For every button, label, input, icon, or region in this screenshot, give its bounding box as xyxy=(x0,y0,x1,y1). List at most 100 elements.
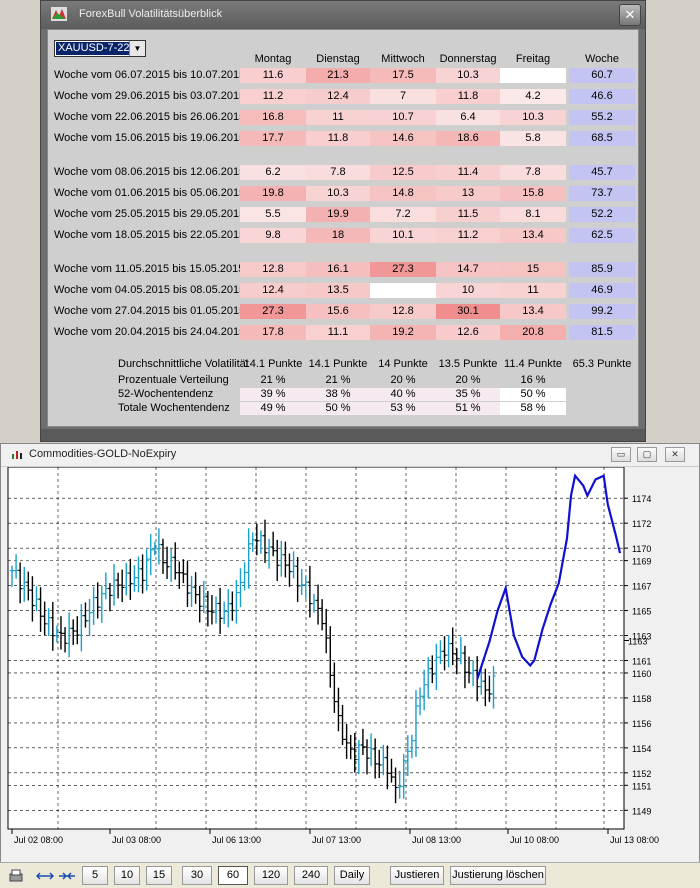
volatility-cell: 16.8 xyxy=(240,110,306,125)
volatility-cell: 10.3 xyxy=(306,186,370,201)
volatility-window: ForexBull Volatilitätsüberblick ✕ XAUUSD… xyxy=(40,0,646,442)
volatility-cell: 19.2 xyxy=(370,325,436,340)
plot-area xyxy=(7,467,625,830)
volatility-cell: 20.8 xyxy=(500,325,566,340)
volatility-cell xyxy=(370,283,436,298)
summary-value: 11.4 Punkte xyxy=(504,358,562,370)
chevron-down-icon[interactable]: ▼ xyxy=(129,41,145,56)
volatility-cell: 12.4 xyxy=(306,89,370,104)
timeframe-button[interactable]: Daily xyxy=(334,866,370,885)
week-row-label: Woche vom 22.06.2015 bis 26.06.2015 xyxy=(54,111,246,123)
volatility-cell: 11.4 xyxy=(436,165,500,180)
app-icon xyxy=(51,7,67,21)
timeframe-button[interactable]: 10 xyxy=(114,866,140,885)
volatility-cell: 12.6 xyxy=(436,325,500,340)
volatility-cell: 13.4 xyxy=(500,228,566,243)
y-tick-label: 1151 xyxy=(632,781,651,791)
close-button[interactable]: ✕ xyxy=(619,4,641,26)
week-row-label: Woche vom 04.05.2015 bis 08.05.2015 xyxy=(54,284,246,296)
week-row-label: Woche vom 06.07.2015 bis 10.07.2015 xyxy=(54,69,246,81)
volatility-cell: 60.7 xyxy=(569,68,635,83)
timeframe-button[interactable]: 120 xyxy=(254,866,288,885)
volatility-title-bar[interactable]: ForexBull Volatilitätsüberblick ✕ xyxy=(41,1,645,29)
timeframe-button[interactable]: 240 xyxy=(294,866,328,885)
chart-title-bar[interactable]: Commodities-GOLD-NoExpiry ▭ ▢ ✕ xyxy=(1,444,699,467)
y-tick-label: 1170 xyxy=(632,544,651,554)
timeframe-button[interactable]: 60 xyxy=(218,866,248,885)
volatility-cell: 11.2 xyxy=(240,89,306,104)
volatility-cell: 11.8 xyxy=(306,131,370,146)
week-row-label: Woche vom 08.06.2015 bis 12.06.2015 xyxy=(54,166,246,178)
summary-value: 50 % xyxy=(500,388,566,401)
volatility-cell: 85.9 xyxy=(569,262,635,277)
minimize-button[interactable]: ▭ xyxy=(611,447,631,462)
volatility-cell: 10.7 xyxy=(370,110,436,125)
volatility-cell: 27.3 xyxy=(240,304,306,319)
summary-value: 14.1 Punkte xyxy=(243,358,303,370)
summary-value: 51 % xyxy=(436,402,500,415)
volatility-cell: 14.8 xyxy=(370,186,436,201)
summary-value: 20 % xyxy=(455,374,481,386)
volatility-cell: 15.6 xyxy=(306,304,370,319)
timeframe-button[interactable]: Justierung löschen xyxy=(450,866,546,885)
zoom-out-icon[interactable] xyxy=(58,869,76,883)
summary-value: 50 % xyxy=(306,402,370,415)
timeframe-button[interactable]: 15 xyxy=(146,866,172,885)
volatility-cell: 12.8 xyxy=(240,262,306,277)
week-row-label: Woche vom 29.06.2015 bis 03.07.2015 xyxy=(54,90,246,102)
volatility-cell: 13.4 xyxy=(500,304,566,319)
volatility-cell: 11.1 xyxy=(306,325,370,340)
volatility-cell: 7.8 xyxy=(500,165,566,180)
summary-label: Totale Wochentendenz xyxy=(118,402,230,414)
volatility-cell: 62.5 xyxy=(569,228,635,243)
volatility-cell: 7 xyxy=(370,89,436,104)
volatility-cell: 7.8 xyxy=(306,165,370,180)
volatility-cell: 46.9 xyxy=(569,283,635,298)
y-tick-label: 1158 xyxy=(632,694,651,704)
forecast-line xyxy=(476,473,622,680)
volatility-cell: 19.8 xyxy=(240,186,306,201)
timeframe-button[interactable]: 5 xyxy=(82,866,108,885)
volatility-window-title: ForexBull Volatilitätsüberblick xyxy=(79,8,223,20)
volatility-cell: 68.5 xyxy=(569,131,635,146)
timeframe-button[interactable]: Justieren xyxy=(390,866,444,885)
y-tick-label: 1163 xyxy=(632,632,651,642)
restore-button[interactable]: ▢ xyxy=(637,447,657,462)
y-tick-label: 1172 xyxy=(632,519,651,529)
week-row-label: Woche vom 11.05.2015 bis 15.05.2015 xyxy=(54,263,245,275)
volatility-cell: 10.3 xyxy=(436,68,500,83)
volatility-cell: 11.2 xyxy=(436,228,500,243)
x-tick-label: Jul 06 13:00 xyxy=(212,835,261,845)
y-tick-label: 1161 xyxy=(632,656,651,666)
summary-value: 53 % xyxy=(370,402,436,415)
summary-value: 13.5 Punkte xyxy=(438,358,498,370)
y-tick-label: 1167 xyxy=(632,582,651,592)
price-chart[interactable]: 1174 1172 1170 1169 1167 1165 1163 1161 1160 1158… xyxy=(6,467,694,857)
summary-value: 20 % xyxy=(390,374,416,386)
summary-label: Durchschnittliche Volatilität xyxy=(118,358,249,370)
x-tick-label: Jul 03 08:00 xyxy=(112,835,161,845)
summary-value: 38 % xyxy=(306,388,370,401)
column-header: Donnerstag xyxy=(439,53,497,65)
volatility-cell: 45.7 xyxy=(569,165,635,180)
summary-value: 58 % xyxy=(500,402,566,415)
volatility-cell: 27.3 xyxy=(370,262,436,277)
summary-label: Prozentuale Verteilung xyxy=(118,374,229,386)
x-tick-label: Jul 13 08:00 xyxy=(610,835,659,845)
summary-value: 40 % xyxy=(370,388,436,401)
week-row-label: Woche vom 27.04.2015 bis 01.05.2015 xyxy=(54,305,246,317)
summary-value: 49 % xyxy=(240,402,306,415)
volatility-cell: 12.8 xyxy=(370,304,436,319)
timeframe-button[interactable]: 30 xyxy=(182,866,212,885)
volatility-cell: 6.2 xyxy=(240,165,306,180)
close-button[interactable]: ✕ xyxy=(665,447,685,462)
volatility-cell: 16.1 xyxy=(306,262,370,277)
volatility-cell xyxy=(500,68,566,83)
week-row-label: Woche vom 18.05.2015 bis 22.05.2015 xyxy=(54,229,246,241)
print-icon[interactable] xyxy=(8,868,24,884)
zoom-in-icon[interactable] xyxy=(36,869,54,883)
window-footer xyxy=(41,429,645,441)
symbol-dropdown[interactable]: XAUUSD-7-22 ▼ xyxy=(54,40,146,57)
volatility-cell: 17.7 xyxy=(240,131,306,146)
volatility-panel: XAUUSD-7-22 ▼ Montag Dienstag Mittwoch Donn… xyxy=(47,29,639,427)
